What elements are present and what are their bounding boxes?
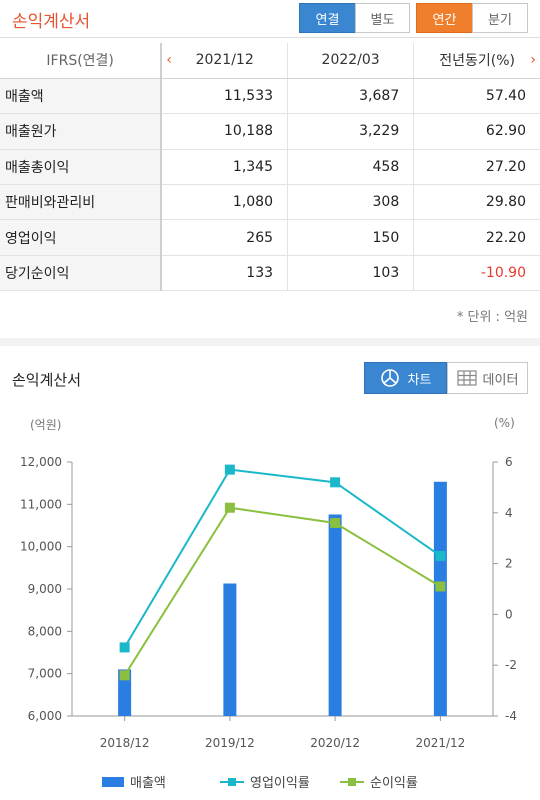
x-tick-label: 2021/12 — [415, 736, 465, 750]
cell-value: 133 — [160, 255, 288, 292]
net-margin-line — [123, 506, 441, 676]
legend-label: 영업이익률 — [250, 776, 310, 791]
cell-value: 3,229 — [287, 113, 414, 150]
legend-swatch-bar — [102, 776, 124, 787]
legend-item-revenue: 매출액 — [102, 772, 166, 791]
right-tick-label: 6 — [505, 455, 513, 469]
toggle-separate[interactable]: 별도 — [355, 3, 410, 33]
toggle-consolidated[interactable]: 연결 — [299, 3, 356, 33]
row-label: 당기순이익 — [0, 255, 163, 292]
row-label: 매출원가 — [0, 113, 163, 150]
column-header: ‹ 2021/12 — [160, 43, 288, 79]
right-tick-label: -4 — [505, 709, 517, 723]
revenue-bar — [433, 481, 447, 716]
legend-label: 매출액 — [130, 776, 166, 791]
revenue-bar — [118, 669, 132, 716]
chart-view-button[interactable]: 차트 — [364, 362, 447, 394]
left-tick-label: 6,000 — [28, 709, 62, 723]
op-margin-line — [123, 468, 441, 648]
unit-note: * 단위 : 억원 — [456, 310, 528, 325]
cell-value: 11,533 — [160, 78, 288, 115]
data-view-button[interactable]: 데이터 — [447, 362, 528, 394]
legend-swatch-line — [220, 777, 244, 786]
right-tick-label: 0 — [505, 607, 513, 621]
column-header-label: 2021/12 — [195, 52, 254, 69]
net-margin-point — [119, 670, 130, 681]
legend-item-op-margin: 영업이익률 — [220, 772, 310, 791]
column-header-label: 전년동기(%) — [439, 53, 515, 70]
column-header-label: 2022/03 — [321, 52, 380, 69]
cell-value: 265 — [160, 219, 288, 256]
table-header-row: IFRS(연결) ‹ 2021/12 2022/03 전년동기(%) › — [0, 43, 540, 79]
cell-value: 27.20 — [413, 149, 540, 186]
net-margin-point — [435, 581, 446, 592]
right-axis-unit: (%) — [494, 416, 515, 430]
row-label: 매출액 — [0, 78, 163, 115]
cell-value: -10.90 — [413, 255, 540, 292]
left-axis-unit: (억원) — [30, 418, 62, 432]
table-row: 매출액 11,533 3,687 57.40 — [0, 78, 540, 115]
chart-view-label: 차트 — [407, 372, 432, 388]
op-margin-point — [330, 477, 341, 488]
toggle-annual[interactable]: 연간 — [416, 3, 473, 33]
legend-item-net-margin: 순이익률 — [340, 772, 418, 791]
toggle-quarterly[interactable]: 분기 — [472, 3, 528, 33]
cell-value: 22.20 — [413, 219, 540, 256]
right-tick-label: 2 — [505, 557, 513, 571]
table-grid-icon — [456, 370, 477, 386]
cell-value: 3,687 — [287, 78, 414, 115]
column-header: 전년동기(%) › — [413, 43, 540, 79]
cell-value: 150 — [287, 219, 414, 256]
income-chart: 12,000 11,000 10,000 9,000 8,000 7,000 6,000 6 4… — [20, 455, 517, 750]
data-view-label: 데이터 — [482, 372, 519, 388]
page-title: 손익계산서 — [12, 12, 91, 32]
table-row: 영업이익 265 150 22.20 — [0, 219, 540, 256]
legend-swatch-line — [340, 777, 364, 786]
chevron-left-icon[interactable]: ‹ — [166, 52, 172, 68]
row-label: 판매비와관리비 — [0, 184, 163, 221]
cell-value: 62.90 — [413, 113, 540, 150]
cell-value: 57.40 — [413, 78, 540, 115]
cell-value: 29.80 — [413, 184, 540, 221]
left-tick-label: 11,000 — [20, 497, 62, 511]
table-row: 매출총이익 1,345 458 27.20 — [0, 149, 540, 186]
column-header: 2022/03 — [287, 43, 414, 79]
cell-value: 308 — [287, 184, 414, 221]
revenue-bar — [328, 514, 342, 716]
left-tick-label: 10,000 — [20, 540, 62, 554]
op-margin-point — [224, 464, 235, 475]
net-margin-point — [330, 517, 341, 528]
x-tick-label: 2018/12 — [100, 736, 150, 750]
table-label-header: IFRS(연결) — [0, 43, 163, 79]
chevron-right-icon[interactable]: › — [530, 52, 536, 68]
chart-section-title: 손익계산서 — [12, 371, 82, 389]
op-margin-point — [119, 642, 130, 653]
top-bar: 손익계산서 연결 별도 연간 분기 — [0, 0, 540, 38]
left-tick-label: 8,000 — [28, 624, 62, 638]
legend-label: 순이익률 — [370, 776, 418, 791]
cell-value: 458 — [287, 149, 414, 186]
right-tick-label: 4 — [505, 506, 513, 520]
op-margin-point — [435, 550, 446, 561]
section-divider — [0, 338, 540, 346]
revenue-bar — [223, 583, 237, 716]
income-table: IFRS(연결) ‹ 2021/12 2022/03 전년동기(%) › 매출액… — [0, 43, 540, 292]
cell-value: 103 — [287, 255, 414, 292]
row-label: 영업이익 — [0, 219, 163, 256]
table-row: 매출원가 10,188 3,229 62.90 — [0, 113, 540, 150]
cell-value: 1,345 — [160, 149, 288, 186]
cell-value: 10,188 — [160, 113, 288, 150]
left-tick-label: 12,000 — [20, 455, 62, 469]
cell-value: 1,080 — [160, 184, 288, 221]
right-tick-label: -2 — [505, 658, 517, 672]
pie-chart-icon — [380, 369, 399, 387]
x-tick-label: 2020/12 — [310, 736, 360, 750]
table-row: 당기순이익 133 103 -10.90 — [0, 255, 540, 292]
row-label: 매출총이익 — [0, 149, 163, 186]
left-tick-label: 9,000 — [28, 582, 62, 596]
net-margin-point — [224, 502, 235, 513]
table-row: 판매비와관리비 1,080 308 29.80 — [0, 184, 540, 221]
x-tick-label: 2019/12 — [205, 736, 255, 750]
left-tick-label: 7,000 — [28, 667, 62, 681]
